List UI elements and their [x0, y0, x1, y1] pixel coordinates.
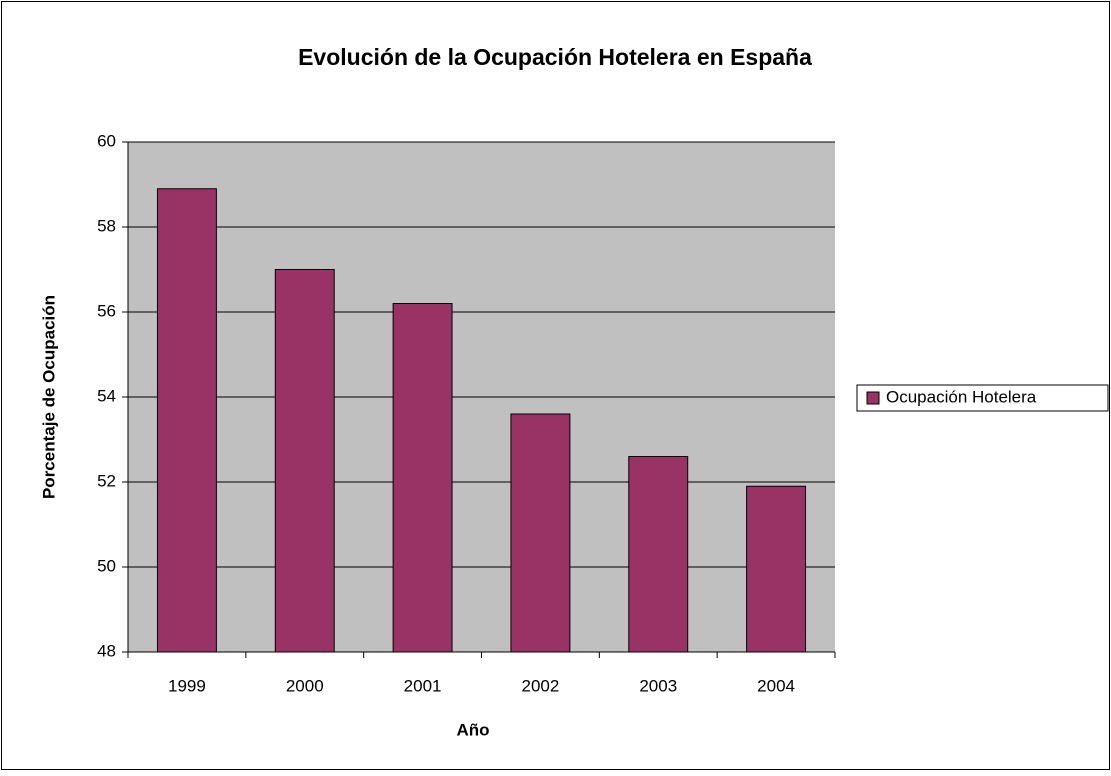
y-tick-label: 58 — [97, 216, 116, 235]
y-tick-label: 50 — [97, 556, 116, 575]
bar — [746, 485, 807, 653]
bar — [392, 303, 453, 653]
x-tick-label: 1999 — [168, 676, 206, 695]
bar — [274, 269, 335, 653]
y-tick-label: 60 — [97, 131, 116, 150]
legend-box — [856, 384, 1109, 412]
y-tick-label: 56 — [97, 301, 116, 320]
x-tick-label: 2002 — [522, 676, 560, 695]
x-tick-label: 2003 — [639, 676, 677, 695]
y-tick-label: 54 — [97, 386, 116, 405]
legend-label: Ocupación Hotelera — [886, 387, 1037, 406]
x-tick-label: 2000 — [286, 676, 324, 695]
x-axis-label: Año — [456, 720, 489, 739]
bar — [510, 413, 571, 653]
chart-title: Evolución de la Ocupación Hotelera en Es… — [298, 44, 812, 70]
y-axis-label: Porcentaje de Ocupación — [39, 295, 58, 499]
x-tick-label: 2004 — [757, 676, 795, 695]
legend-swatch — [866, 391, 880, 405]
y-tick-label: 52 — [97, 471, 116, 490]
bar — [628, 456, 689, 653]
y-tick-label: 48 — [97, 641, 116, 660]
x-tick-label: 2001 — [404, 676, 442, 695]
bar — [156, 188, 217, 653]
